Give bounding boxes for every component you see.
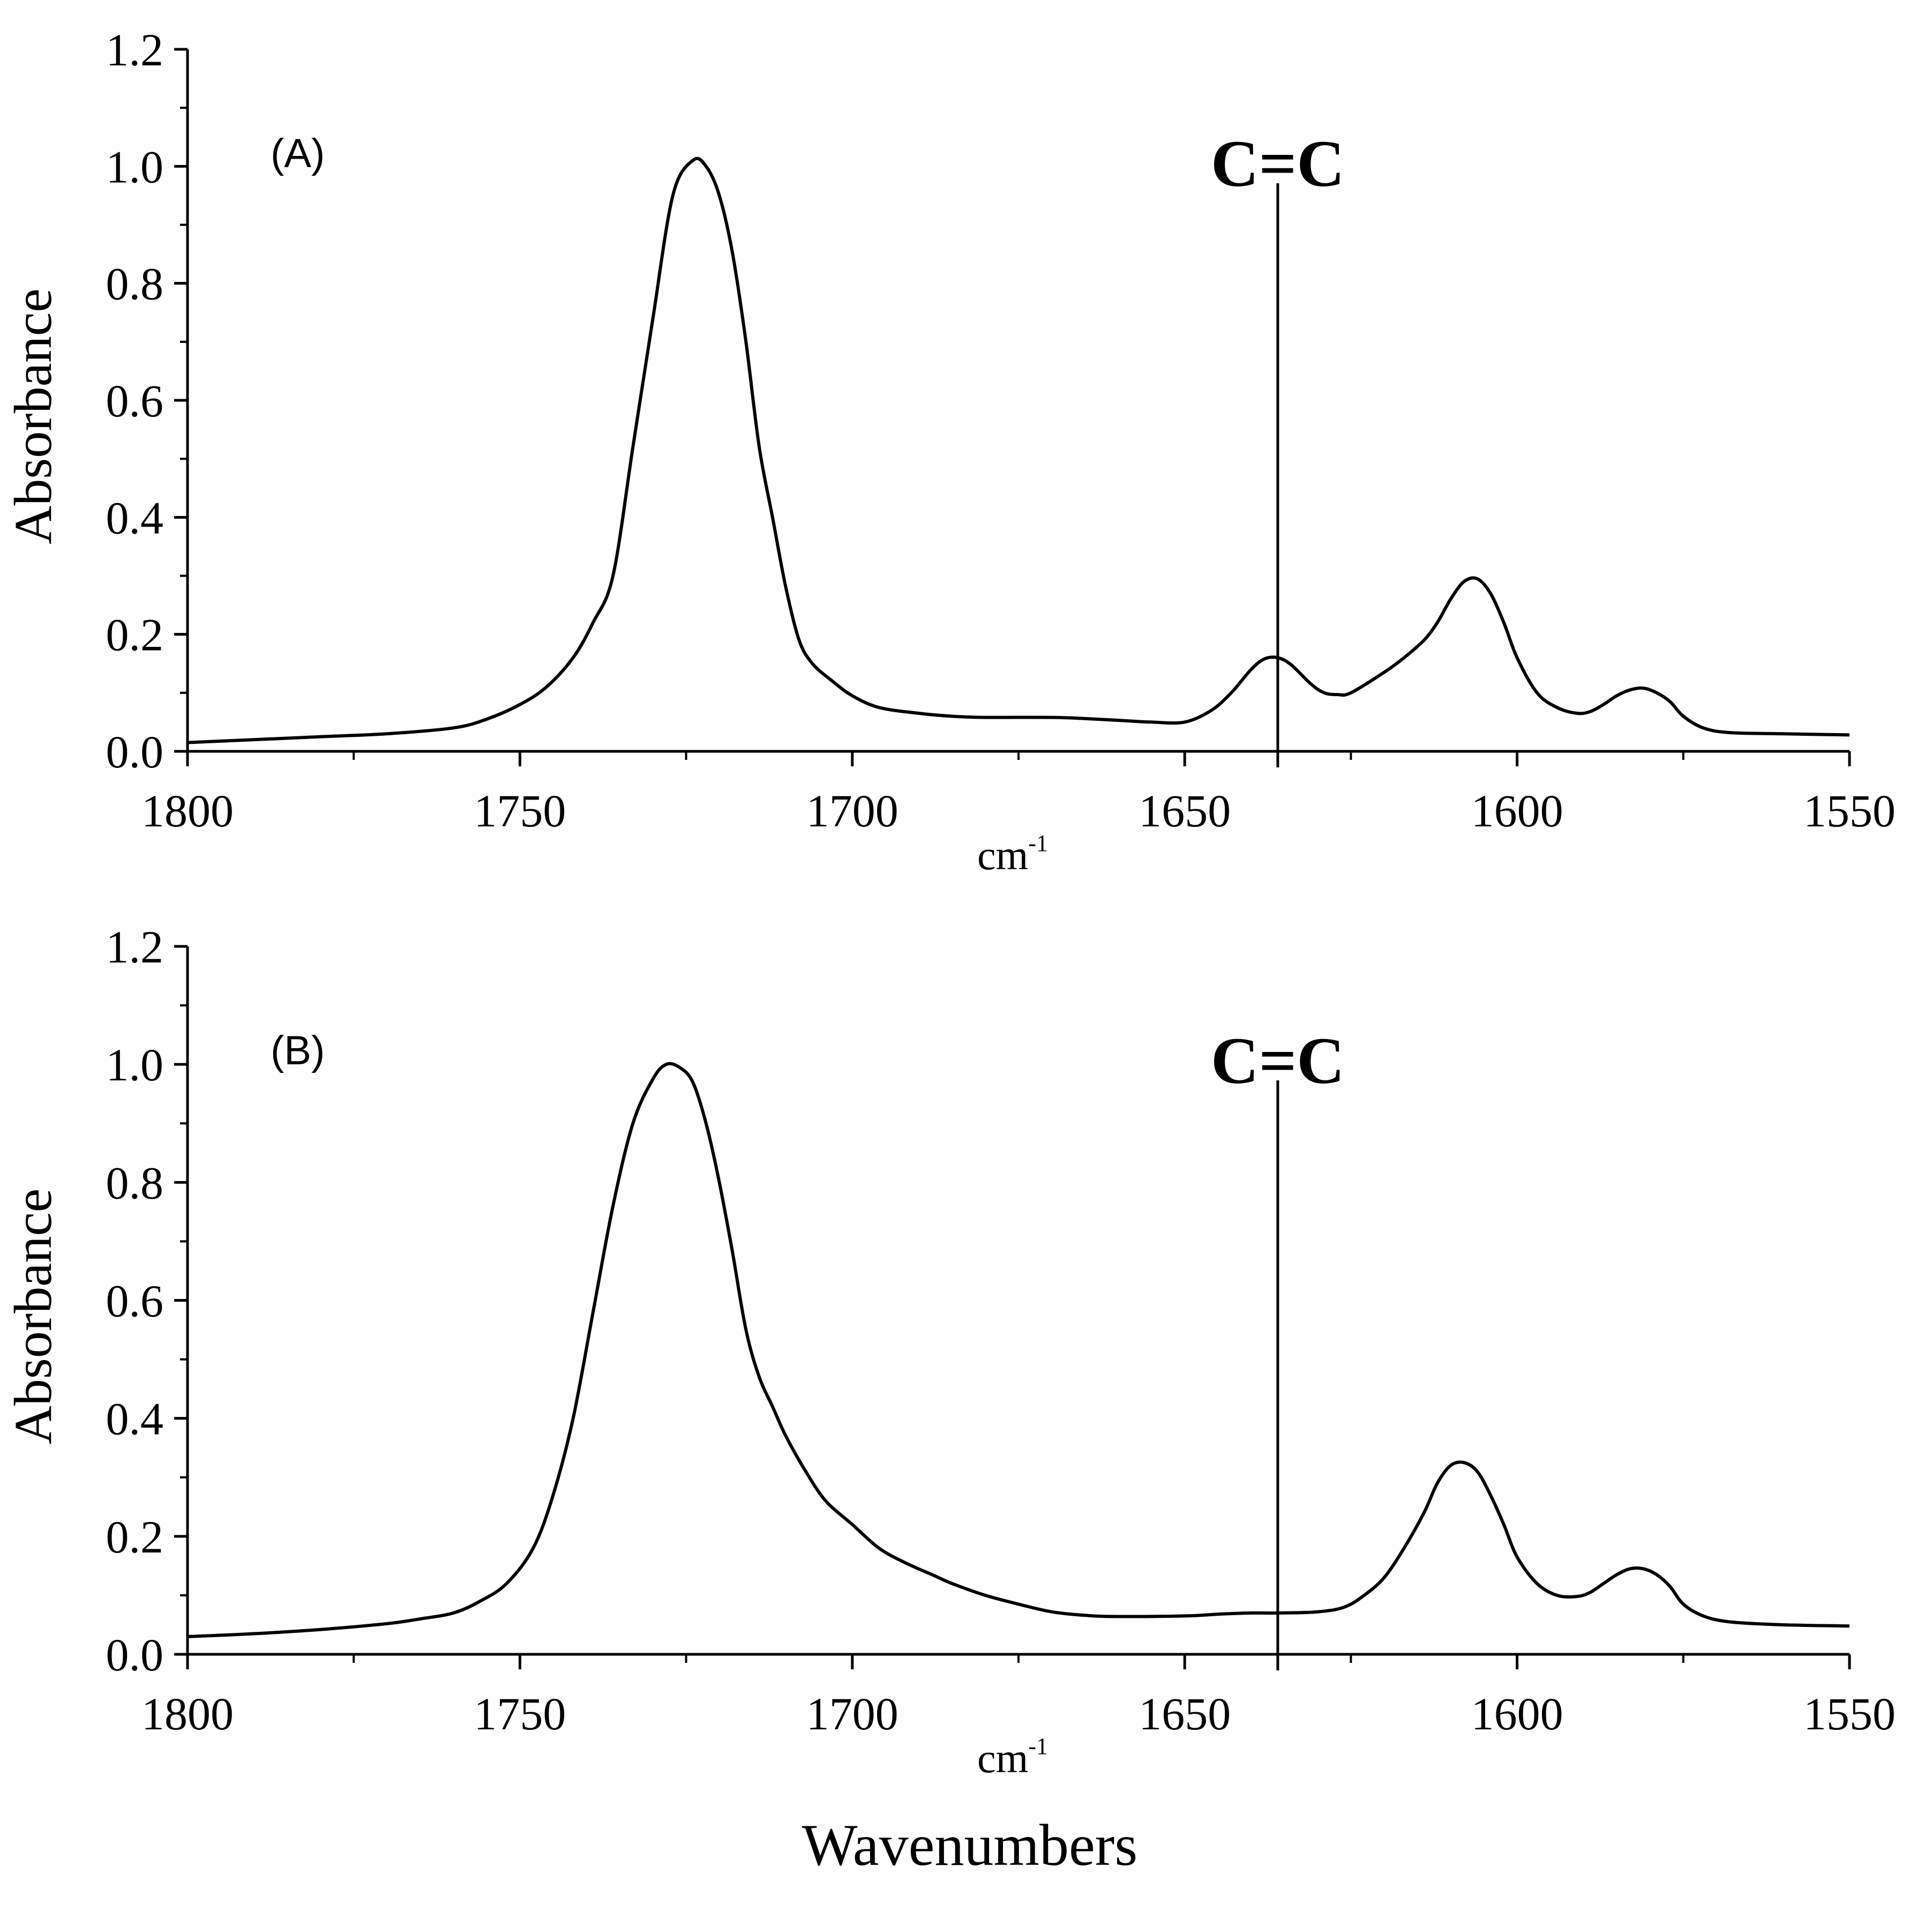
y-tick-label: 0.2	[106, 609, 164, 661]
x-tick-label: 1600	[1471, 1688, 1563, 1740]
panel-label: (B)	[271, 1028, 325, 1073]
y-tick-label: 0.6	[106, 375, 164, 427]
x-unit-superscript: -1	[1028, 830, 1048, 856]
panel-b: 0.0 0.2 0.4 0.6 0.8 1.0 1.2 1800 1750 1700 1650 160…	[3, 921, 1896, 1781]
spectrum-line	[187, 156, 1850, 744]
x-tick-label: 1700	[806, 1688, 898, 1740]
x-tick-label: 1750	[474, 785, 566, 837]
x-tick-label: 1800	[141, 785, 234, 837]
x-tick-label: 1600	[1471, 785, 1563, 837]
x-tick-label: 1700	[806, 785, 898, 837]
x-axis-title: Wavenumbers	[802, 1812, 1137, 1878]
y-tick-label: 0.2	[106, 1511, 164, 1563]
y-tick-label: 0.4	[106, 1393, 164, 1445]
panel-label: (A)	[271, 131, 325, 176]
panel-a: 0.0 0.2 0.4 0.6 0.8 1.0 1.2 1800 1750 1700 1650 160…	[3, 24, 1896, 878]
x-tick-label: 1750	[474, 1688, 566, 1740]
y-tick-label: 1.2	[106, 921, 164, 973]
y-tick-label: 0.6	[106, 1275, 164, 1327]
x-tick-label: 1800	[141, 1688, 234, 1740]
y-tick-label: 1.2	[106, 24, 164, 76]
y-tick-label: 0.4	[106, 492, 164, 543]
y-tick-label: 0.0	[106, 726, 164, 778]
x-tick-label: 1550	[1803, 1688, 1896, 1740]
x-tick-label: 1550	[1803, 785, 1896, 837]
y-tick-label: 1.0	[106, 141, 164, 192]
y-tick-label: 0.0	[106, 1629, 164, 1681]
y-tick-label: 0.8	[106, 258, 164, 310]
marker-label: C=C	[1211, 1024, 1345, 1098]
y-axis-title: Absorbance	[3, 1189, 63, 1445]
x-tick-label: 1650	[1139, 785, 1231, 837]
x-unit-superscript: -1	[1028, 1733, 1048, 1759]
x-tick-label: 1650	[1139, 1688, 1231, 1740]
y-tick-label: 0.8	[106, 1157, 164, 1208]
y-axis-title: Absorbance	[3, 288, 63, 544]
spectrum-line	[187, 1062, 1850, 1638]
marker-label: C=C	[1211, 127, 1345, 200]
y-tick-label: 1.0	[106, 1039, 164, 1091]
